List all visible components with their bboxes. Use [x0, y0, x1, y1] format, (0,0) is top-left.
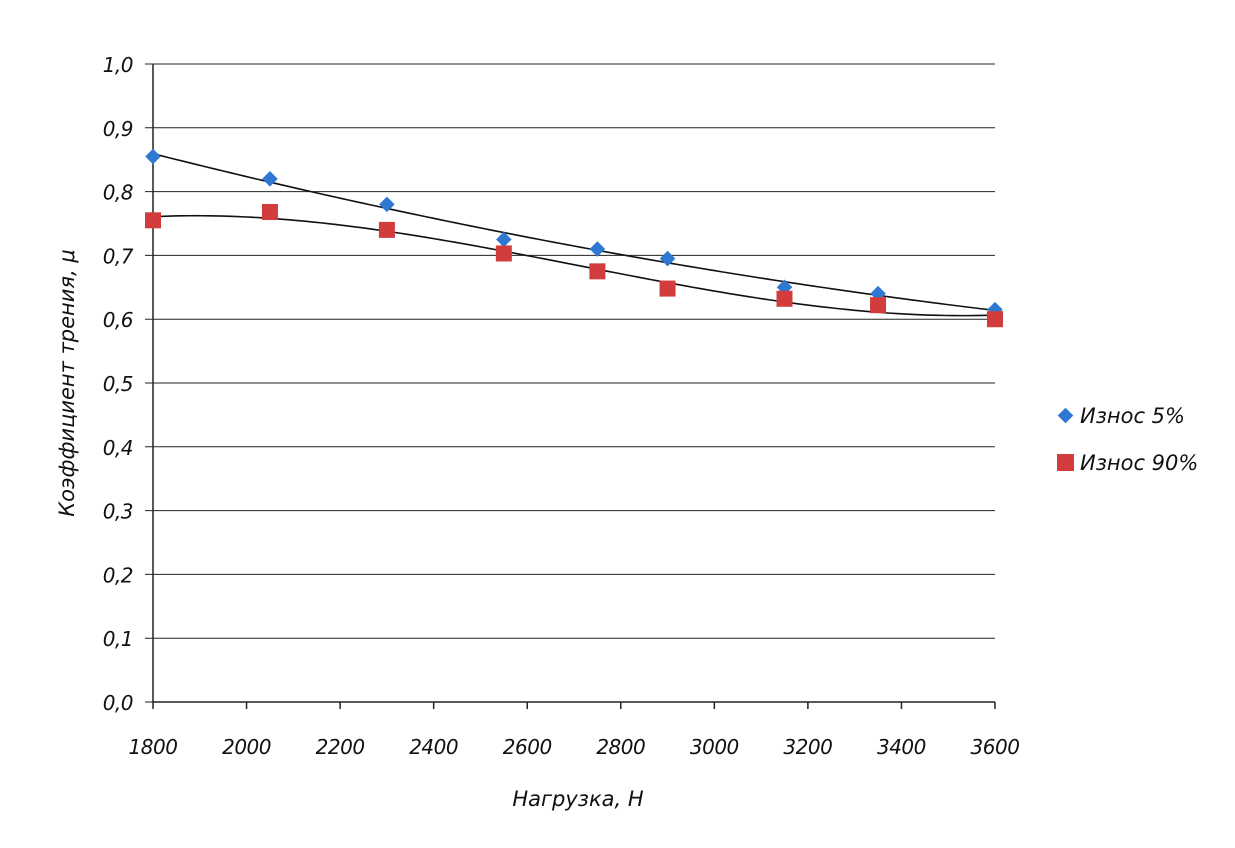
y-tick-label: 0,8 — [103, 181, 133, 205]
data-point-wear-5 — [589, 241, 606, 257]
y-tick-label: 0,9 — [103, 117, 133, 141]
legend: Износ 5% Износ 90% — [1057, 404, 1198, 475]
trend-line-series-1 — [152, 152, 996, 312]
legend-label-wear-90: Износ 90% — [1080, 451, 1198, 475]
y-tick-label: 0,5 — [103, 372, 133, 396]
data-point-wear-90 — [589, 263, 606, 280]
x-tick-label: 2400 — [409, 735, 458, 759]
data-point-wear-5 — [496, 231, 512, 248]
legend-label-wear-5: Износ 5% — [1080, 404, 1185, 428]
trend-line-series-2 — [152, 214, 996, 317]
legend-item-wear-5: Износ 5% — [1057, 404, 1185, 428]
x-tick-label: 3600 — [971, 735, 1020, 759]
data-point-wear-90 — [261, 204, 278, 221]
legend-marker-diamond — [1057, 407, 1074, 424]
y-tick-label: 0,3 — [103, 500, 133, 524]
data-point-wear-90 — [145, 212, 161, 229]
data-point-wear-90 — [495, 245, 512, 262]
x-tick-label: 2200 — [316, 735, 365, 759]
y-axis-title: Коэффициент трения, μ — [55, 249, 79, 517]
data-point-wear-90 — [776, 290, 793, 307]
data-point-wear-90 — [870, 297, 887, 314]
data-point-wear-5 — [262, 171, 278, 187]
y-tick-label: 0,6 — [103, 308, 133, 332]
x-tick-label: 2800 — [596, 735, 645, 759]
y-tick-label: 0,0 — [103, 691, 133, 715]
x-axis-title: Нагрузка, Н — [512, 787, 644, 811]
data-point-wear-90 — [659, 280, 676, 297]
x-tick-label: 2000 — [222, 735, 271, 759]
data-points — [145, 148, 1003, 328]
x-tick-label: 3000 — [690, 735, 739, 759]
x-tick-label: 3200 — [783, 735, 832, 759]
x-tick-label: 2600 — [503, 735, 552, 759]
data-point-wear-90 — [378, 221, 395, 238]
y-tick-label: 0,1 — [103, 627, 133, 651]
data-point-wear-90 — [987, 311, 1003, 328]
y-tick-label: 0,2 — [103, 563, 133, 587]
trend-lines — [152, 152, 996, 317]
legend-marker-square — [1057, 454, 1074, 471]
y-tick-label: 0,4 — [103, 436, 133, 460]
grid-lines — [145, 63, 995, 703]
legend-item-wear-90: Износ 90% — [1057, 451, 1198, 475]
y-tick-label: 1,0 — [103, 53, 133, 77]
y-tick-label: 0,7 — [103, 244, 134, 268]
x-tick-label: 1800 — [129, 735, 178, 759]
x-tick-labels: 1800 2000 2200 2400 2600 2800 3000 3200 3400 3600 — [129, 735, 1020, 759]
data-point-wear-5 — [379, 196, 395, 213]
axes — [152, 64, 996, 709]
y-tick-labels: 0,0 0,1 0,2 0,3 0,4 0,5 0,6 0,7 0,8 0,9 1,0 — [103, 53, 135, 715]
x-tick-label: 3400 — [877, 735, 926, 759]
data-point-wear-5 — [145, 148, 161, 165]
